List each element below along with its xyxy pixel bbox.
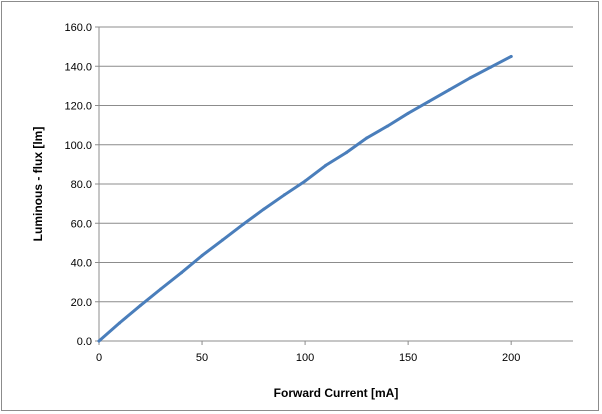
data-point — [489, 65, 493, 69]
gridlines — [99, 26, 573, 342]
series-line — [97, 54, 513, 343]
data-point — [406, 111, 410, 115]
data-point — [138, 304, 142, 308]
x-tick-label: 150 — [399, 352, 417, 364]
y-tick-label: 100.0 — [64, 140, 92, 152]
data-point — [447, 88, 451, 92]
data-point — [221, 238, 225, 242]
y-tick-label: 140.0 — [64, 61, 92, 73]
x-tick-label: 0 — [96, 352, 102, 364]
data-point — [365, 136, 369, 140]
series-layer — [97, 54, 513, 343]
y-tick-label: 40.0 — [71, 258, 92, 270]
data-point — [200, 254, 204, 258]
y-axis-title: Luminous - flux [lm] — [31, 127, 45, 242]
data-point — [241, 222, 245, 226]
y-tick-label: 20.0 — [71, 297, 92, 309]
data-point — [282, 193, 286, 197]
x-axis: 0 50 100 150 200 — [96, 340, 573, 364]
data-point — [303, 179, 307, 183]
y-tick-label: 120.0 — [64, 101, 92, 113]
data-point — [509, 54, 513, 58]
y-tick-label: 60.0 — [71, 218, 92, 230]
x-tick-label: 200 — [502, 352, 520, 364]
x-axis-title: Forward Current [mA] — [274, 386, 399, 400]
y-axis: 0.0 20.0 40.0 60.0 80.0 100.0 120.0 140.0 160.0 — [64, 22, 100, 348]
data-point — [344, 151, 348, 155]
data-point — [468, 76, 472, 80]
data-point — [262, 207, 266, 211]
data-point — [427, 100, 431, 104]
data-point — [159, 287, 163, 291]
x-tick-label: 50 — [196, 352, 208, 364]
data-point — [179, 271, 183, 275]
y-tick-label: 0.0 — [77, 336, 92, 348]
data-point — [97, 339, 101, 343]
y-tick-label: 80.0 — [71, 179, 92, 191]
x-tick-label: 100 — [296, 352, 314, 364]
data-point — [324, 163, 328, 167]
data-point — [118, 321, 122, 325]
y-tick-label: 160.0 — [64, 22, 92, 34]
data-point — [386, 124, 390, 128]
